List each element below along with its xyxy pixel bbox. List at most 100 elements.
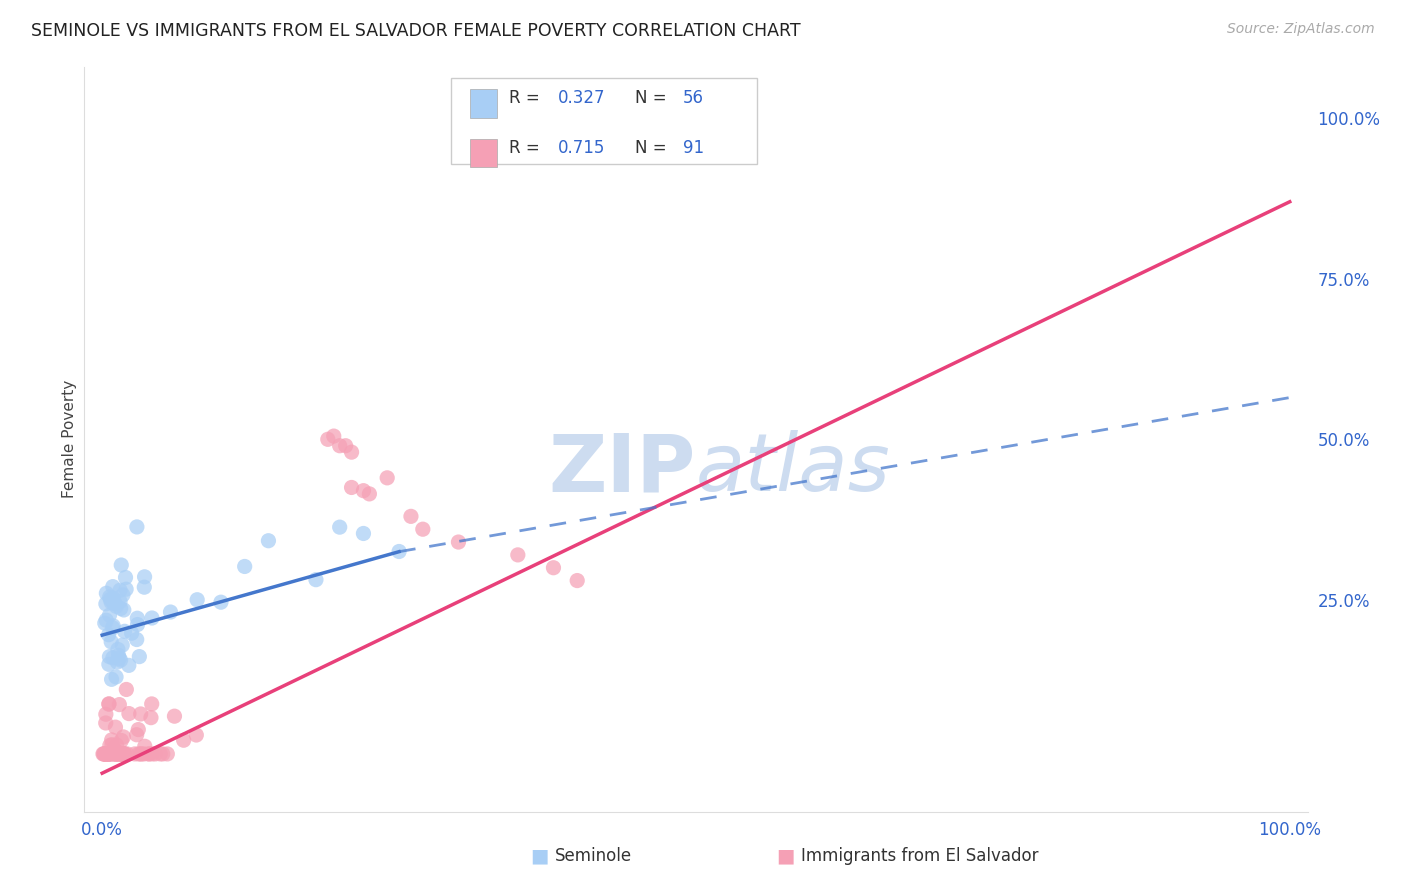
Text: Immigrants from El Salvador: Immigrants from El Salvador (801, 847, 1039, 865)
Point (329, 520, 352, 534)
Point (104, 747, 127, 761)
Text: 0.327: 0.327 (558, 89, 605, 107)
Point (141, 747, 163, 761)
Point (156, 747, 179, 761)
Text: ■: ■ (530, 847, 548, 866)
Point (105, 745, 128, 759)
Text: Source: ZipAtlas.com: Source: ZipAtlas.com (1227, 22, 1375, 37)
Point (105, 670, 128, 684)
Point (96, 747, 118, 761)
Point (111, 747, 134, 761)
Point (97, 747, 120, 761)
FancyBboxPatch shape (451, 78, 758, 164)
Point (108, 594, 131, 608)
Point (94, 616, 117, 631)
Point (97, 747, 120, 761)
Point (127, 611, 149, 625)
Point (121, 626, 143, 640)
Point (329, 439, 352, 453)
Point (159, 605, 181, 619)
Point (110, 747, 132, 761)
Point (134, 580, 156, 594)
Point (98, 739, 121, 753)
Point (105, 655, 128, 669)
Point (101, 747, 124, 761)
Point (104, 597, 127, 611)
Point (107, 747, 129, 761)
Point (543, 560, 565, 574)
Point (98, 747, 121, 761)
Point (110, 747, 132, 761)
Point (105, 738, 128, 752)
Point (94, 716, 117, 731)
Point (125, 520, 148, 534)
Point (97, 697, 120, 711)
Point (110, 733, 132, 747)
Point (115, 682, 138, 697)
Point (110, 747, 132, 761)
Point (128, 747, 150, 761)
Point (107, 642, 129, 657)
Point (129, 706, 152, 721)
Text: R =: R = (509, 139, 544, 157)
Point (108, 583, 131, 598)
Text: SEMINOLE VS IMMIGRANTS FROM EL SALVADOR FEMALE POVERTY CORRELATION CHART: SEMINOLE VS IMMIGRANTS FROM EL SALVADOR … (31, 22, 800, 40)
Point (132, 747, 155, 761)
Point (114, 624, 136, 639)
Bar (470, 89, 496, 118)
Point (101, 580, 124, 594)
Point (103, 741, 125, 756)
Point (101, 621, 124, 635)
Point (375, 471, 398, 485)
Point (316, 433, 339, 447)
Point (96, 613, 118, 627)
Point (100, 635, 122, 649)
Point (111, 588, 134, 602)
Point (94, 747, 117, 761)
Point (125, 728, 148, 742)
Point (98, 590, 121, 604)
Point (209, 595, 232, 609)
Point (141, 697, 163, 711)
Text: 91: 91 (682, 139, 703, 157)
Point (124, 747, 146, 761)
Point (186, 592, 208, 607)
Text: 56: 56 (682, 89, 703, 107)
Point (506, 548, 529, 562)
Point (127, 723, 149, 737)
Point (93, 747, 115, 761)
Point (134, 739, 156, 754)
Point (104, 720, 127, 734)
Point (94, 747, 117, 761)
Point (163, 709, 186, 723)
Point (105, 747, 128, 761)
Point (110, 601, 132, 615)
Point (103, 596, 125, 610)
Point (112, 747, 135, 761)
Point (186, 728, 208, 742)
Point (138, 747, 160, 761)
Point (139, 711, 162, 725)
Point (97, 747, 120, 761)
Point (108, 651, 131, 665)
Point (100, 747, 122, 761)
Point (125, 632, 148, 647)
Point (112, 747, 135, 761)
Point (98, 747, 121, 761)
Point (143, 747, 166, 761)
Point (96, 586, 118, 600)
Point (110, 653, 132, 667)
Point (96, 747, 118, 761)
Point (103, 591, 125, 606)
Point (100, 732, 122, 747)
Point (138, 747, 160, 761)
Point (149, 747, 172, 761)
Point (340, 445, 363, 459)
Y-axis label: Female Poverty: Female Poverty (62, 380, 77, 499)
Point (112, 747, 135, 761)
Point (112, 747, 135, 761)
Point (98, 649, 121, 664)
Point (111, 638, 134, 652)
Point (97, 628, 120, 642)
Point (98, 592, 121, 607)
